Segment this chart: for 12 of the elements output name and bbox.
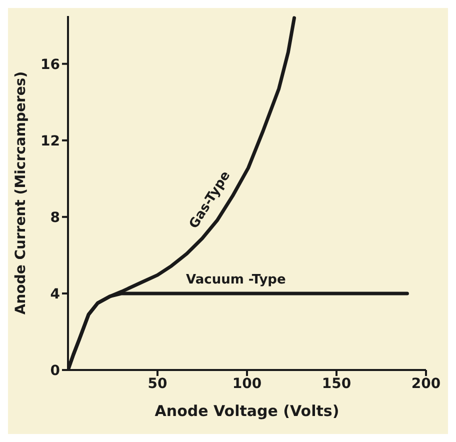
y-tick-label: 0 xyxy=(50,362,60,379)
series-label: Vacuum -Type xyxy=(186,272,286,288)
y-tick-label: 12 xyxy=(40,133,60,150)
y-tick-label: 8 xyxy=(50,210,60,226)
x-axis-title: Anode Voltage (Volts) xyxy=(154,402,340,420)
y-axis-title: Anode Current (Micrcamperes) xyxy=(12,71,29,315)
y-tick-label: 16 xyxy=(40,56,60,73)
x-tick-label: 100 xyxy=(232,376,262,392)
x-tick-label: 150 xyxy=(322,376,352,392)
x-tick-label: 50 xyxy=(148,376,168,392)
x-tick-label: 200 xyxy=(411,376,441,392)
y-tick-label: 4 xyxy=(50,286,60,302)
